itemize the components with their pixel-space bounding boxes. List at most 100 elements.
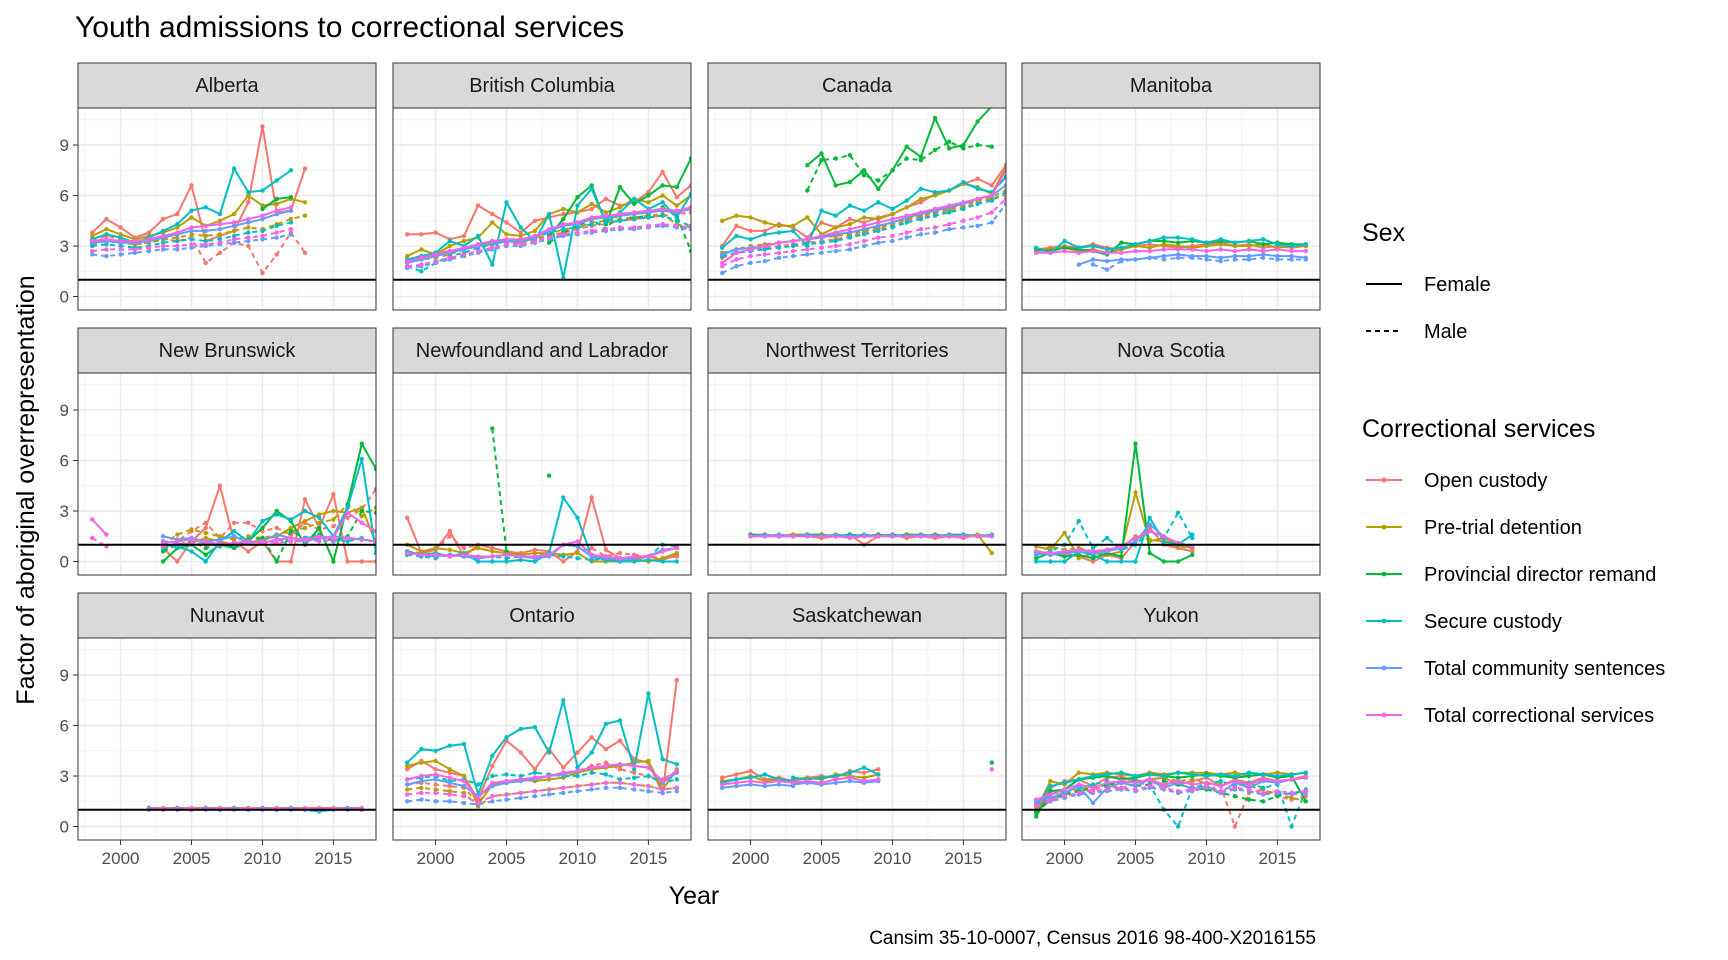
- point-secure-custody-female: [175, 222, 180, 227]
- point-open-custody-female: [603, 196, 609, 202]
- point-total-community-sentences-male: [734, 264, 739, 269]
- point-open-custody-female: [405, 515, 410, 520]
- point-secure-custody-female: [1232, 240, 1238, 245]
- point-total-correctional-services-male: [688, 225, 691, 230]
- point-total-correctional-services-female: [132, 238, 137, 244]
- point-total-correctional-services-male: [518, 790, 523, 796]
- point-secure-custody-male: [1090, 545, 1096, 551]
- series-line-pre-trial-detention-female: [1035, 488, 1193, 560]
- point-secure-custody-female: [288, 168, 294, 173]
- point-secure-custody-male: [646, 773, 651, 779]
- point-open-custody-female: [532, 218, 538, 223]
- point-total-correctional-services-male: [961, 218, 966, 223]
- point-open-custody-female: [175, 211, 180, 217]
- point-total-correctional-services-female: [1062, 549, 1067, 554]
- point-total-community-sentences-female: [274, 532, 279, 537]
- point-open-custody-male: [461, 545, 467, 551]
- point-total-community-sentences-female: [1218, 255, 1223, 260]
- point-pre-trial-detention-female: [532, 228, 538, 234]
- point-total-correctional-services-female: [861, 778, 867, 784]
- legend-point-total-community-sentences: [1381, 665, 1387, 671]
- point-total-correctional-services-female: [288, 535, 294, 541]
- point-total-correctional-services-male: [288, 539, 294, 544]
- point-pre-trial-detention-male: [175, 235, 180, 240]
- point-provincial-director-remand-male: [260, 535, 265, 541]
- point-provincial-director-remand-female: [847, 179, 853, 185]
- strip-nunavut: [77, 592, 377, 639]
- point-total-correctional-services-male: [632, 225, 637, 230]
- point-pre-trial-detention-female: [861, 215, 867, 220]
- point-total-correctional-services-male: [561, 232, 566, 237]
- point-provincial-director-remand-male: [876, 178, 881, 183]
- point-total-community-sentences-male: [1275, 257, 1280, 262]
- point-total-correctional-services-female: [932, 534, 938, 539]
- point-total-correctional-services-female: [748, 247, 753, 252]
- point-total-community-sentences-male: [603, 785, 609, 790]
- point-total-correctional-services-female: [405, 550, 410, 556]
- panel-border: [1021, 107, 1321, 311]
- point-total-community-sentences-female: [847, 778, 853, 784]
- point-total-correctional-services-male: [132, 247, 137, 252]
- point-total-community-sentences-male: [589, 787, 594, 792]
- point-secure-custody-male: [475, 782, 481, 787]
- point-total-community-sentences-female: [1246, 253, 1252, 259]
- point-pre-trial-detention-female: [274, 201, 279, 207]
- strip-label-manitoba: Manitoba: [1130, 75, 1213, 97]
- point-secure-custody-male: [260, 228, 265, 234]
- point-total-community-sentences-male: [1161, 257, 1167, 262]
- point-open-custody-male: [302, 250, 308, 255]
- point-open-custody-male: [589, 545, 594, 551]
- point-secure-custody-male: [504, 772, 509, 777]
- point-secure-custody-female: [518, 726, 523, 732]
- point-provincial-director-remand-male: [989, 144, 994, 149]
- point-secure-custody-male: [561, 227, 566, 232]
- point-total-correctional-services-female: [1190, 247, 1195, 252]
- point-total-correctional-services-male: [246, 235, 251, 240]
- point-secure-custody-male: [246, 230, 251, 235]
- panel-northwest-territories: Northwest Territories: [707, 327, 1007, 576]
- series-line-provincial-director-remand-male: [1035, 780, 1306, 814]
- point-secure-custody-female: [104, 232, 109, 237]
- point-secure-custody-male: [660, 213, 665, 218]
- point-open-custody-female: [561, 211, 566, 217]
- point-secure-custody-male: [975, 201, 980, 207]
- series-line-provincial-director-remand-female: [1035, 443, 1193, 563]
- point-open-custody-female: [989, 183, 994, 188]
- point-open-custody-female: [475, 203, 481, 208]
- point-total-correctional-services-female: [1147, 248, 1152, 254]
- point-total-correctional-services-female: [532, 775, 538, 780]
- point-secure-custody-male: [603, 220, 609, 225]
- point-provincial-director-remand-female: [1147, 550, 1152, 556]
- point-secure-custody-male: [1133, 777, 1138, 782]
- point-total-correctional-services-male: [490, 794, 495, 799]
- point-total-community-sentences-female: [1175, 252, 1181, 257]
- point-provincial-director-remand-male: [203, 545, 208, 551]
- point-total-correctional-services-male: [518, 242, 523, 247]
- point-total-correctional-services-female: [1204, 780, 1209, 785]
- point-total-community-sentences-female: [734, 783, 739, 789]
- y-tick-label: 0: [60, 553, 69, 572]
- point-open-custody-female: [217, 483, 223, 488]
- y-tick-label: 6: [60, 717, 69, 736]
- point-secure-custody-female: [1161, 773, 1167, 779]
- point-open-custody-female: [246, 549, 251, 554]
- point-secure-custody-male: [518, 773, 523, 779]
- series-line-secure-custody-male: [406, 214, 691, 273]
- point-total-community-sentences-female: [260, 216, 265, 222]
- point-total-correctional-services-female: [1090, 549, 1096, 554]
- point-pre-trial-detention-female: [302, 518, 308, 524]
- point-total-correctional-services-female: [646, 208, 651, 213]
- point-secure-custody-female: [1062, 559, 1067, 564]
- strip-northwest-territories: [707, 327, 1007, 374]
- point-open-custody-female: [589, 495, 594, 500]
- point-total-correctional-services-female: [904, 534, 909, 539]
- point-open-custody-female: [660, 169, 665, 175]
- point-total-correctional-services-female: [720, 782, 725, 787]
- point-total-community-sentences-female: [1133, 783, 1138, 789]
- point-secure-custody-male: [847, 235, 853, 240]
- point-total-community-sentences-male: [575, 789, 580, 794]
- point-total-correctional-services-female: [189, 537, 194, 542]
- point-secure-custody-female: [1147, 238, 1152, 244]
- series-line-secure-custody-male: [407, 771, 678, 786]
- point-open-custody-female: [246, 200, 251, 205]
